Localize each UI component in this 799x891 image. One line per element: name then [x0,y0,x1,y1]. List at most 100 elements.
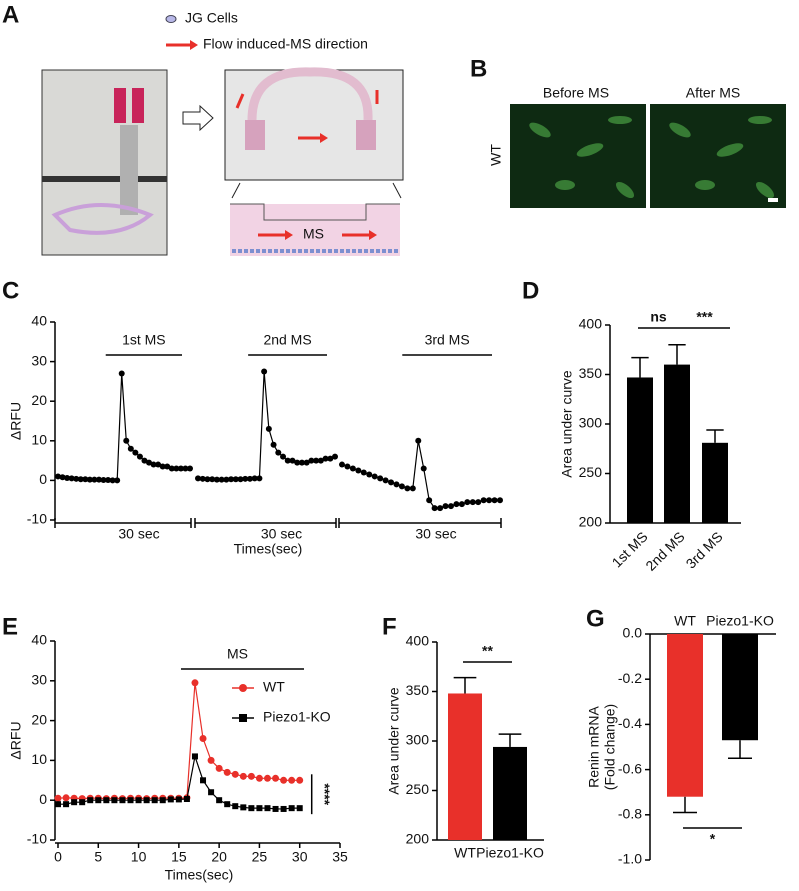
y-tick-label: 0 [39,471,47,487]
point [114,477,121,484]
point [135,797,142,804]
point [95,797,102,804]
y-tick-label: -0.2 [618,670,642,686]
point [256,475,263,482]
y-axis-label: Area under curve [386,687,402,795]
y-tick-label: -10 [27,511,47,527]
series-line [57,373,190,481]
x-tick-label: 0 [54,849,62,865]
legend-text: JG Cells [185,10,238,26]
point [105,477,112,484]
point [284,457,291,464]
y-axis-label: Area under curve [559,370,575,478]
point [100,477,107,484]
point [415,437,422,444]
y-tick-label: 10 [31,432,47,448]
point [55,473,61,480]
x-tick-label: 35 [332,849,348,865]
x-axis-label: Times(sec) [234,541,303,557]
series-line [197,371,336,481]
point [207,756,215,764]
point [95,476,102,483]
bar [448,693,482,840]
point [242,475,249,482]
point [87,797,94,804]
point [289,457,296,464]
point [497,497,503,504]
arrow-icon [182,104,214,132]
point [64,475,71,482]
point [86,476,93,483]
point [123,437,130,444]
point [255,774,263,782]
point [469,499,476,506]
point [377,475,384,482]
significance-label: **** [317,783,333,805]
point [296,776,304,784]
photo-detail [356,120,376,150]
point [239,772,247,780]
point [159,797,166,804]
bar [627,377,653,523]
y-tick-label: 250 [406,781,430,797]
cells [529,116,775,199]
point [127,445,134,452]
channel-outline [230,203,400,221]
point [313,457,320,464]
point [349,465,356,472]
bar [664,364,690,523]
point [317,457,324,464]
point [263,774,271,782]
y-tick-label: 400 [579,316,603,332]
y-tick-label: 0 [39,791,47,807]
bar [722,634,758,741]
x-tick-label: 5 [94,849,102,865]
y-tick-label: 350 [406,682,430,698]
y-tick-label: 300 [579,415,603,431]
point [232,803,239,810]
arrow-icon [369,230,377,240]
x-tick-label: 3rd MS [683,528,726,571]
point [458,501,465,508]
point [275,449,282,456]
point [426,497,433,504]
bar [667,634,703,797]
point [298,459,305,466]
point [246,475,253,482]
x-tick-label: WT [454,845,476,861]
significance-label: ns [650,309,667,325]
point [332,453,338,460]
point [199,735,207,743]
legend-label: Piezo1-KO [263,709,331,725]
y-tick-label: 40 [31,632,47,648]
y-tick-label: 300 [406,732,430,748]
point [261,368,268,375]
point [486,497,493,504]
point [143,797,150,804]
point [136,453,143,460]
point [159,463,166,470]
significance-label: * [710,831,716,847]
point [409,485,416,492]
point [132,449,139,456]
point [55,801,61,808]
point [437,505,444,512]
y-tick-label: 20 [31,392,47,408]
bar [493,746,527,840]
cell-icon [165,15,177,23]
point [187,465,193,472]
point [223,476,230,483]
point [265,425,272,432]
arrow-icon [320,133,328,143]
point [442,503,449,510]
panel-letter: G [586,605,605,632]
point [71,799,78,806]
y-tick-label: 30 [31,672,47,688]
point [173,465,180,472]
column-label: After MS [686,85,740,101]
point [280,453,287,460]
point [150,461,157,468]
x-tick-label: Piezo1-KO [706,613,774,629]
point [231,770,239,778]
point [308,457,315,464]
